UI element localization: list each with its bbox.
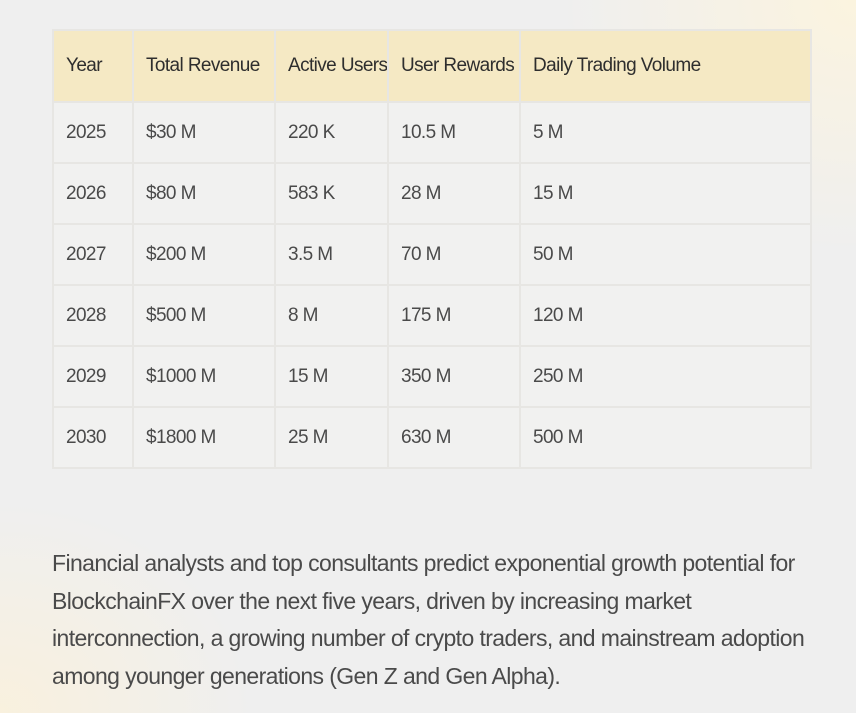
table-row: 2028 $500 M 8 M 175 M 120 M [52,284,812,347]
cell-daily-trading-volume: 5 M [519,101,812,164]
cell-year: 2026 [52,162,134,225]
cell-active-users: 25 M [274,406,389,469]
cell-total-revenue: $30 M [132,101,276,164]
cell-year: 2030 [52,406,134,469]
cell-active-users: 220 K [274,101,389,164]
cell-active-users: 3.5 M [274,223,389,286]
cell-year: 2028 [52,284,134,347]
cell-year: 2025 [52,101,134,164]
table-row: 2029 $1000 M 15 M 350 M 250 M [52,345,812,408]
cell-user-rewards: 10.5 M [387,101,521,164]
cell-total-revenue: $500 M [132,284,276,347]
cell-total-revenue: $80 M [132,162,276,225]
table-row: 2025 $30 M 220 K 10.5 M 5 M [52,101,812,164]
cell-daily-trading-volume: 120 M [519,284,812,347]
table-header-row: Year Total Revenue Active Users User Rew… [52,29,812,103]
header-year: Year [52,29,134,103]
cell-year: 2029 [52,345,134,408]
cell-daily-trading-volume: 250 M [519,345,812,408]
table-row: 2026 $80 M 583 K 28 M 15 M [52,162,812,225]
cell-user-rewards: 70 M [387,223,521,286]
growth-summary-paragraph: Financial analysts and top consultants p… [52,550,805,689]
cell-user-rewards: 350 M [387,345,521,408]
table-row: 2027 $200 M 3.5 M 70 M 50 M [52,223,812,286]
cell-active-users: 583 K [274,162,389,225]
header-active-users: Active Users [274,29,389,103]
header-total-revenue: Total Revenue [132,29,276,103]
cell-year: 2027 [52,223,134,286]
header-user-rewards: User Rewards [387,29,521,103]
cell-daily-trading-volume: 500 M [519,406,812,469]
cell-daily-trading-volume: 50 M [519,223,812,286]
cell-total-revenue: $1000 M [132,345,276,408]
cell-total-revenue: $200 M [132,223,276,286]
cell-user-rewards: 175 M [387,284,521,347]
growth-projection-table: Year Total Revenue Active Users User Rew… [52,29,812,469]
cell-daily-trading-volume: 15 M [519,162,812,225]
cell-total-revenue: $1800 M [132,406,276,469]
cell-user-rewards: 630 M [387,406,521,469]
cell-active-users: 8 M [274,284,389,347]
header-daily-trading-volume: Daily Trading Volume [519,29,812,103]
table-row: 2030 $1800 M 25 M 630 M 500 M [52,406,812,469]
cell-active-users: 15 M [274,345,389,408]
cell-user-rewards: 28 M [387,162,521,225]
